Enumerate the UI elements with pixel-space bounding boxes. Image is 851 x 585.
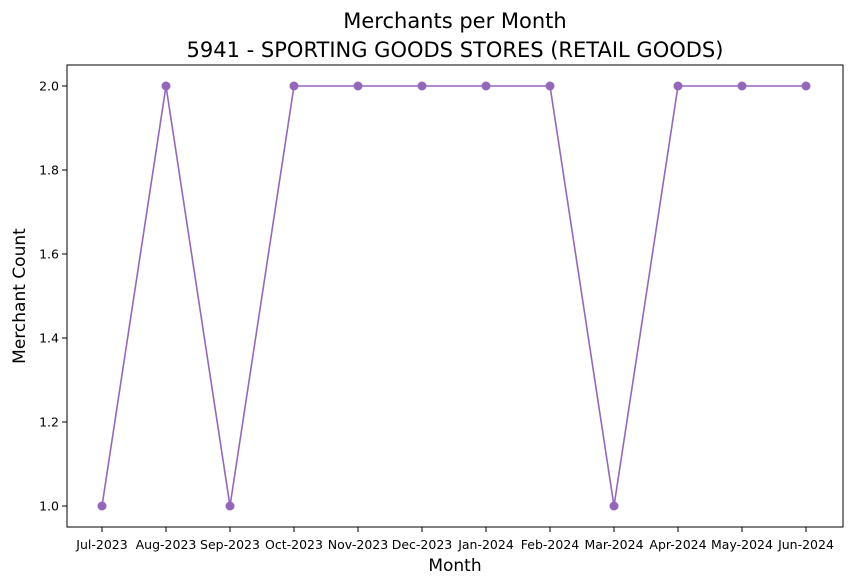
y-tick-label: 1.6 <box>39 247 59 262</box>
data-point <box>481 81 491 91</box>
series-layer <box>97 81 811 511</box>
y-tick-label: 2.0 <box>39 79 59 94</box>
x-tick-label: Nov-2023 <box>328 537 388 552</box>
x-tick-label: Jun-2024 <box>777 537 834 552</box>
x-tick-label: Jan-2024 <box>457 537 514 552</box>
data-point <box>417 81 427 91</box>
x-tick-label: May-2024 <box>711 537 773 552</box>
data-point <box>97 501 107 511</box>
data-point <box>801 81 811 91</box>
data-point <box>225 501 235 511</box>
plot-area <box>66 64 844 528</box>
x-tick-label: Mar-2024 <box>584 537 643 552</box>
data-point <box>545 81 555 91</box>
y-tick-label: 1.8 <box>39 163 59 178</box>
x-tick-label: Sep-2023 <box>200 537 260 552</box>
y-tick-label: 1.0 <box>39 499 59 514</box>
y-tick-label: 1.2 <box>39 415 59 430</box>
data-point <box>353 81 363 91</box>
data-point <box>289 81 299 91</box>
y-axis: 1.0 1.2 1.4 1.6 1.8 2.0 <box>39 79 67 514</box>
x-tick-label: Apr-2024 <box>649 537 706 552</box>
series-line <box>101 85 806 507</box>
x-axis: Jul-2023 Aug-2023 Sep-2023 Oct-2023 Nov-2023… <box>75 527 834 552</box>
x-tick-label: Dec-2023 <box>392 537 453 552</box>
chart-title: Merchants per Month <box>343 9 566 33</box>
x-tick-label: Feb-2024 <box>521 537 580 552</box>
x-axis-label: Month <box>428 556 481 576</box>
data-point <box>609 501 619 511</box>
data-point <box>161 81 171 91</box>
data-point <box>737 81 747 91</box>
chart-subtitle: 5941 - SPORTING GOODS STORES (RETAIL GOO… <box>187 38 724 62</box>
data-point <box>673 81 683 91</box>
y-axis-label: Merchant Count <box>10 228 30 364</box>
y-tick-label: 1.4 <box>39 331 59 346</box>
x-tick-label: Aug-2023 <box>136 537 197 552</box>
x-tick-label: Oct-2023 <box>265 537 323 552</box>
x-tick-label: Jul-2023 <box>75 537 127 552</box>
